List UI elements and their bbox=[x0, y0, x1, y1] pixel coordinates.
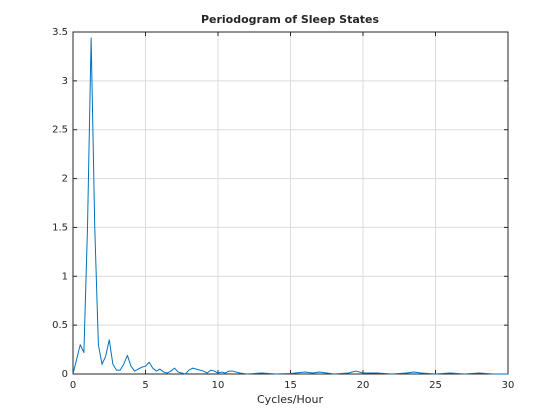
y-tick-label: 2 bbox=[62, 174, 68, 185]
x-tick-label: 20 bbox=[357, 380, 370, 391]
chart-title: Periodogram of Sleep States bbox=[201, 13, 380, 26]
x-tick-label: 0 bbox=[70, 380, 76, 391]
x-axis-label: Cycles/Hour bbox=[257, 393, 323, 406]
y-tick-label: 3 bbox=[62, 76, 68, 87]
y-tick-label: 0.5 bbox=[52, 320, 68, 331]
y-tick-label: 3.5 bbox=[52, 27, 68, 38]
series-line bbox=[72, 37, 508, 375]
y-tick-label: 2.5 bbox=[52, 125, 68, 136]
x-tick-label: 15 bbox=[284, 380, 297, 391]
y-tick-label: 0 bbox=[62, 369, 68, 380]
x-tick-label: 10 bbox=[212, 380, 225, 391]
x-tick-label: 5 bbox=[142, 380, 148, 391]
x-tick-label: 30 bbox=[502, 380, 515, 391]
x-tick-label: 25 bbox=[429, 380, 442, 391]
y-tick-label: 1 bbox=[62, 271, 68, 282]
y-tick-label: 1.5 bbox=[52, 222, 68, 233]
